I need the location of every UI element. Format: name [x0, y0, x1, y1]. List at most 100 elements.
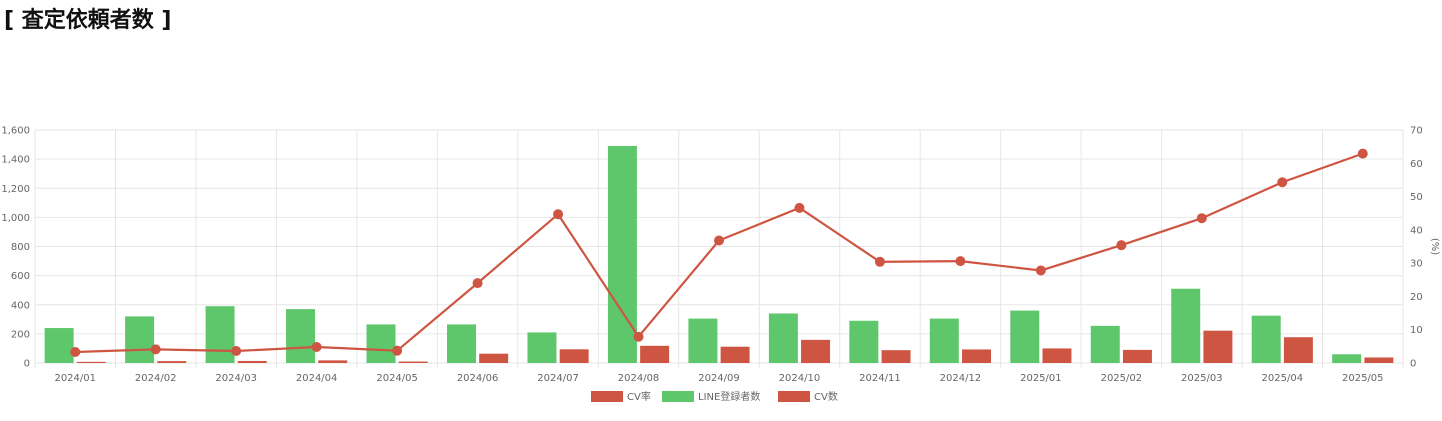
- bar-cv-count: [1042, 348, 1072, 363]
- cv-rate-point: [553, 209, 564, 220]
- cv-rate-point: [70, 347, 81, 358]
- y-right-tick-label: 50: [1410, 192, 1423, 203]
- cv-rate-point: [714, 235, 724, 246]
- legend-swatch: [778, 391, 810, 402]
- bar-cv-count: [801, 339, 831, 363]
- legend-swatch: [591, 391, 623, 402]
- y-right-tick-label: 10: [1410, 325, 1423, 336]
- x-tick-label: 2025/05: [1342, 373, 1384, 384]
- legend-item[interactable]: LINE登録者数: [662, 390, 760, 403]
- x-tick-label: 2024/03: [215, 373, 257, 384]
- x-tick-label: 2025/03: [1181, 373, 1223, 384]
- bar-line-registrations: [1251, 315, 1281, 363]
- bar-cv-count: [720, 346, 750, 363]
- page-title: [ 査定依頼者数 ]: [4, 8, 172, 33]
- bar-line-registrations: [447, 324, 476, 363]
- bar-cv-count: [1122, 349, 1152, 363]
- cv-rate-point: [1035, 265, 1046, 276]
- y-right-tick-label: 60: [1410, 159, 1423, 170]
- cv-rate-point: [1196, 213, 1207, 224]
- x-tick-label: 2024/12: [940, 373, 982, 384]
- cv-rate-point: [955, 256, 966, 267]
- bar-cv-count: [479, 353, 509, 363]
- bar-line-registrations: [205, 306, 235, 363]
- bar-cv-count: [76, 361, 106, 363]
- cv-rate-point: [231, 346, 242, 357]
- bar-cv-count: [962, 349, 991, 363]
- x-tick-label: 2025/04: [1262, 373, 1304, 384]
- bar-line-registrations: [768, 313, 798, 363]
- legend-swatch: [662, 391, 694, 402]
- x-tick-label: 2024/06: [457, 373, 499, 384]
- cv-rate-point: [1357, 148, 1368, 159]
- bar-cv-count: [157, 361, 187, 363]
- x-tick-label: 2024/09: [698, 373, 740, 384]
- cv-rate-line: [75, 152, 1364, 354]
- bar-cv-count: [881, 350, 911, 363]
- bar-cv-count: [640, 345, 670, 363]
- x-tick-label: 2024/02: [135, 373, 177, 384]
- x-tick-label: 2024/04: [296, 373, 338, 384]
- cv-rate-point: [392, 345, 403, 356]
- cv-rate-point: [794, 202, 805, 213]
- bar-line-registrations: [849, 320, 879, 363]
- axis-layer: 0 200 400 600 800 1,000 1,200 1,400 1,600 0 10 20 30…: [1, 126, 1440, 385]
- line-layer: [70, 148, 1368, 358]
- bar-line-registrations: [527, 332, 557, 363]
- grid-layer: [34, 129, 1404, 368]
- bar-cv-count: [237, 360, 267, 363]
- bar-layer: [44, 146, 1394, 363]
- bar-cv-count: [1283, 337, 1313, 363]
- legend-label: LINE登録者数: [698, 390, 760, 403]
- bar-line-registrations: [1090, 325, 1120, 363]
- cv-rate-point: [874, 256, 885, 267]
- y-left-tick-label: 1,400: [1, 155, 30, 166]
- y-left-tick-label: 200: [11, 329, 30, 340]
- y-left-tick-label: 1,600: [1, 126, 30, 137]
- bar-cv-count: [318, 360, 348, 363]
- cv-rate-point: [472, 278, 483, 289]
- x-tick-label: 2024/07: [537, 373, 579, 384]
- y-right-tick-label: 70: [1410, 126, 1423, 137]
- legend-item[interactable]: CV数: [778, 390, 838, 403]
- bar-line-registrations: [688, 318, 718, 363]
- x-tick-label: 2025/02: [1101, 373, 1143, 384]
- cv-rate-point: [1277, 177, 1288, 188]
- bar-line-registrations: [1332, 354, 1362, 363]
- legend-label: CV率: [627, 390, 651, 403]
- bar-cv-count: [1364, 357, 1394, 363]
- cv-rate-point: [150, 344, 161, 355]
- y-left-tick-label: 800: [11, 242, 30, 253]
- bar-line-registrations: [607, 146, 637, 363]
- y-right-tick-label: 0: [1410, 359, 1416, 370]
- x-tick-label: 2024/05: [376, 373, 418, 384]
- bar-cv-count: [1203, 330, 1233, 363]
- y-left-tick-label: 0: [24, 359, 30, 370]
- y-left-tick-label: 1,000: [1, 213, 30, 224]
- x-tick-label: 2024/01: [54, 373, 96, 384]
- y-right-tick-label: 20: [1410, 292, 1423, 303]
- bar-line-registrations: [929, 318, 959, 363]
- bar-line-registrations: [286, 309, 316, 363]
- y-right-tick-label: 40: [1410, 225, 1423, 236]
- bar-line-registrations: [1171, 288, 1201, 363]
- cv-rate-point: [1116, 240, 1127, 251]
- bar-line-registrations: [125, 316, 155, 363]
- cv-rate-point: [311, 342, 322, 353]
- y-right-tick-label: 30: [1410, 259, 1423, 270]
- bar-cv-count: [398, 361, 428, 363]
- x-tick-label: 2025/01: [1020, 373, 1062, 384]
- legend-item[interactable]: CV率: [591, 390, 651, 403]
- bar-cv-count: [559, 349, 589, 363]
- bar-line-registrations: [1010, 310, 1040, 363]
- y-left-tick-label: 600: [11, 271, 30, 282]
- bar-line-registrations: [366, 324, 396, 363]
- legend-layer: CV率 LINE登録者数 CV数: [591, 390, 838, 403]
- y-right-axis-label: (%): [1429, 238, 1440, 255]
- x-tick-label: 2024/08: [618, 373, 660, 384]
- x-tick-label: 2024/11: [859, 373, 901, 384]
- bar-line-registrations: [44, 328, 74, 363]
- y-left-tick-label: 400: [11, 300, 30, 311]
- legend-label: CV数: [814, 390, 838, 403]
